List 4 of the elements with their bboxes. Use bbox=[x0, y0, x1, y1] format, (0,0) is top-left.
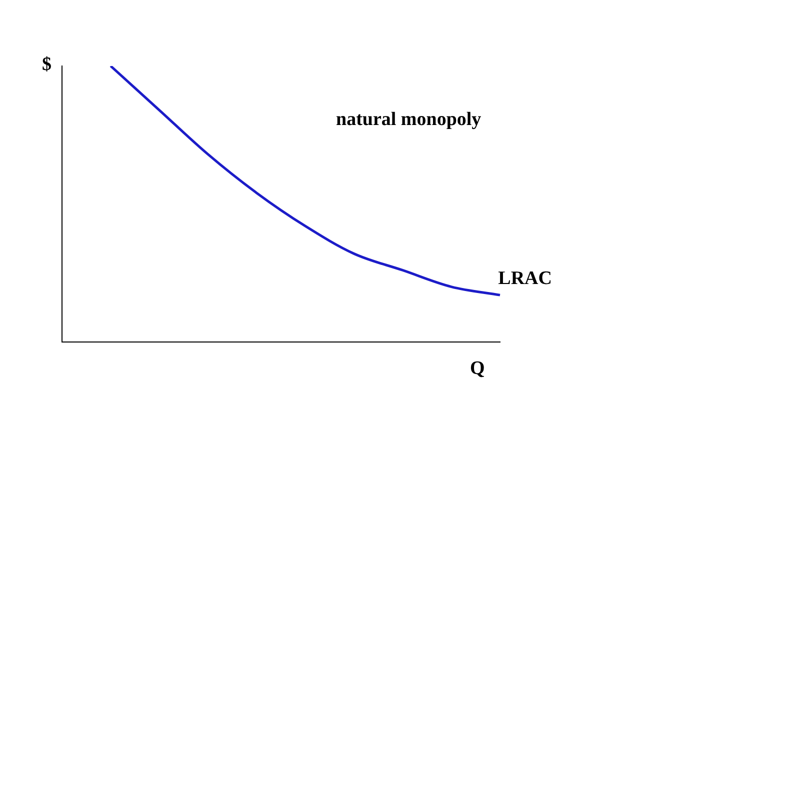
y-axis-title: $ bbox=[42, 54, 52, 76]
annotation: natural monopoly bbox=[336, 109, 482, 131]
series-label: LRAC bbox=[498, 268, 552, 290]
x-axis-title: Q bbox=[470, 358, 485, 380]
